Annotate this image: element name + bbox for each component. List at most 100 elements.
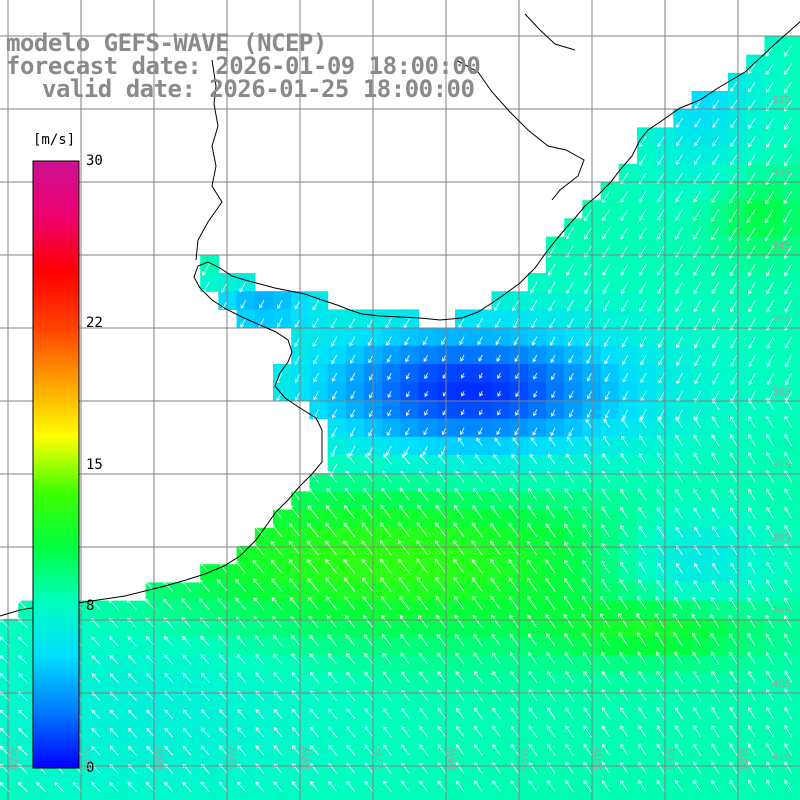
wind-arrow [694,526,702,538]
field-cell [673,364,693,383]
wind-arrow [638,227,647,240]
wind-arrow [601,542,611,556]
field-cell [637,673,656,693]
wind-arrow [638,488,647,501]
field-cell [600,673,620,693]
wind-arrow [368,427,374,437]
wind-arrow [479,372,483,379]
wind-arrow [712,562,720,574]
wind-arrow [784,281,793,295]
wind-arrow [18,709,28,720]
wind-arrow [511,453,520,465]
field-cell [564,418,583,438]
field-cell [764,54,784,74]
wind-arrow [419,689,429,701]
wind-arrow [712,372,720,385]
field-cell [546,436,565,456]
field-cell [691,400,711,420]
wind-arrow [693,470,702,483]
wind-arrow [565,688,574,701]
field-cell [746,163,765,183]
wind-arrow [601,560,611,574]
field-cell [709,655,729,674]
field-cell [182,691,201,711]
wind-arrow [657,300,665,313]
field-cell [764,91,784,110]
wind-arrow [766,136,774,148]
wind-arrow [566,227,574,240]
wind-arrow [417,504,429,519]
field-cell [637,309,656,329]
field-cell [746,309,765,329]
field-cell [163,728,183,747]
field-cell [236,764,256,784]
field-cell [564,400,583,420]
wind-arrow [675,281,683,295]
wind-arrow [638,707,647,720]
wind-arrow [600,595,611,610]
field-cell [418,582,438,602]
wind-arrow [419,762,429,774]
field-cell [345,764,365,784]
wind-arrow [346,726,356,738]
wind-arrow [436,487,447,501]
field-cell [564,709,583,729]
wind-arrow [656,507,665,519]
wind-arrow [711,743,720,756]
field-cell [382,527,401,547]
field-cell [254,527,274,547]
wind-arrow [545,614,556,629]
wind-arrow [109,781,119,792]
wind-arrow [601,743,611,756]
field-cell [491,291,511,310]
field-cell [127,618,147,638]
wind-arrow [657,209,665,222]
wind-arrow [474,743,483,756]
wind-arrow [784,688,793,701]
field-cell [673,618,693,638]
field-cell [127,709,147,729]
wind-arrow [440,445,447,456]
field-cell [345,309,365,329]
field-cell [345,655,365,674]
field-cell [637,163,656,183]
wind-arrow [455,725,465,738]
wind-arrow [765,154,774,167]
wind-arrow [784,633,793,647]
wind-arrow [472,595,483,610]
wind-arrow [309,634,319,647]
wind-arrow [363,470,374,483]
field-cell [345,455,365,474]
wind-arrow [422,336,429,346]
wind-arrow [437,780,447,792]
wind-arrow [325,522,338,538]
field-cell [236,618,256,638]
field-cell [491,382,511,401]
field-cell [709,546,729,565]
field-cell [291,655,310,674]
field-cell [473,400,492,420]
longitude-label: 59W [228,747,239,770]
wind-arrow [492,670,501,683]
wind-arrow [418,633,429,647]
wind-arrow [127,781,137,792]
field-cell [400,327,420,347]
wind-arrow [530,281,538,294]
wind-arrow [289,596,301,610]
field-cell [564,637,583,656]
field-cell [564,455,583,474]
field-cell [673,546,693,565]
wind-arrow [621,417,629,428]
field-cell [600,546,620,565]
field-cell [691,527,711,547]
field-cell [546,345,565,365]
wind-arrow [783,209,793,223]
field-cell [400,637,420,656]
field-cell [473,782,492,800]
wind-arrow [620,470,629,483]
field-cell [491,345,511,365]
field-cell [600,473,620,492]
wind-arrow [294,300,301,310]
wind-arrow [546,670,556,683]
field-cell [527,600,547,620]
